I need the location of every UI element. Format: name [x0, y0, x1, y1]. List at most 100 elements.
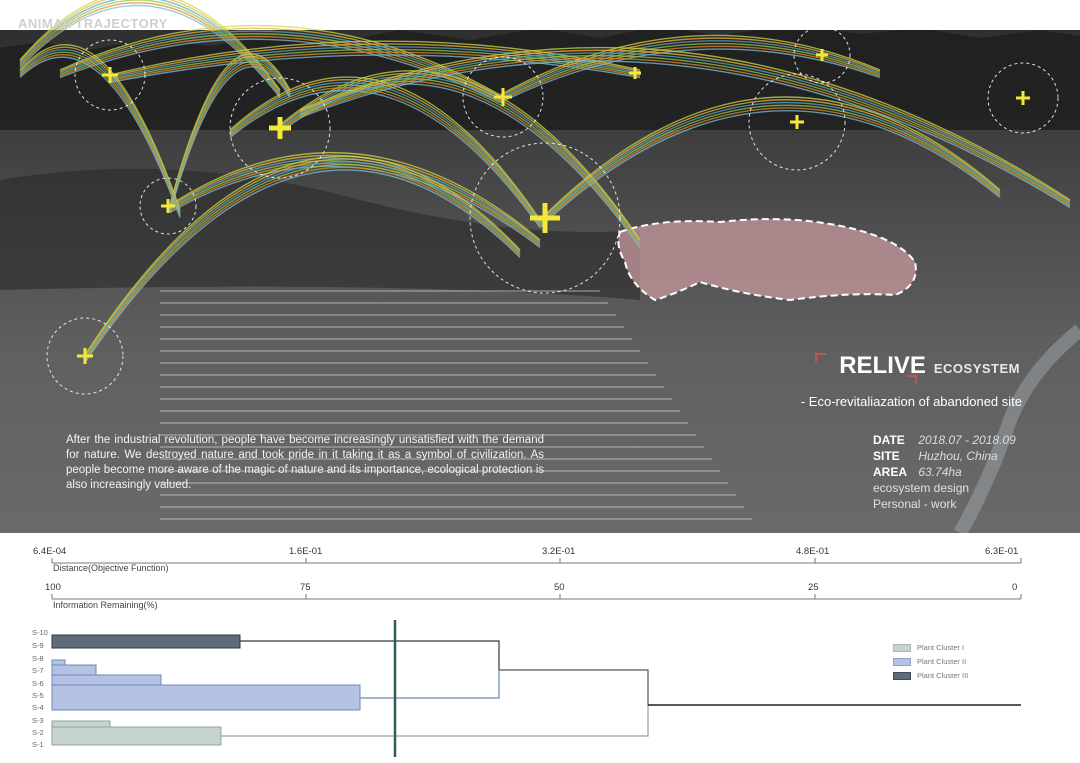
scan-stripe [160, 506, 744, 508]
leaf-label: S-10 [32, 628, 48, 637]
leaf-label: S-8 [32, 654, 44, 663]
meta-site-value: Huzhou, China [918, 449, 998, 463]
trajectory-arc [299, 49, 1071, 203]
scan-stripe [160, 482, 728, 484]
habitat-ring [469, 142, 621, 294]
trajectory-arc [499, 34, 881, 96]
trajectory-arc [84, 169, 521, 363]
project-meta: DATE 2018.07 - 2018.09 SITE Huzhou, Chin… [873, 432, 1016, 512]
scan-stripe [160, 386, 664, 388]
habitat-cross-icon [77, 348, 93, 364]
habitat-cross-icon [269, 117, 291, 139]
legend-label: Plant Cluster III [917, 671, 969, 680]
brand-name: RELIVE [839, 352, 926, 379]
trajectory-arc [299, 54, 1071, 206]
habitat-cross-icon [1016, 91, 1030, 105]
leaf-label: S-3 [32, 716, 44, 725]
legend-cluster-1: Plant Cluster I [893, 643, 965, 653]
trajectory-arc [299, 57, 1071, 207]
scan-stripe [160, 338, 632, 340]
meta-date-label: DATE [873, 433, 905, 447]
scan-stripe [160, 518, 752, 520]
trajectory-arc [19, 56, 181, 218]
leaf-label: S-6 [32, 679, 44, 688]
meta-date: DATE 2018.07 - 2018.09 [873, 432, 1016, 448]
trajectory-arc [19, 43, 181, 211]
distance-tick: 4.8E-01 [796, 546, 830, 557]
meta-site-label: SITE [873, 449, 900, 463]
trajectory-arc [169, 151, 541, 241]
scan-stripe [160, 434, 696, 436]
scan-stripe [160, 494, 736, 496]
habitat-ring [748, 73, 846, 171]
habitat-cross-icon [816, 49, 828, 61]
habitat-ring [139, 177, 197, 235]
distance-tick: 6.3E-01 [985, 546, 1019, 557]
scan-stripe [160, 314, 616, 316]
habitat-ring [987, 62, 1059, 134]
hero-map: ANIMAL TRAJECTORY RELIVE ECOSYSTEM - Eco-… [0, 0, 1080, 533]
scan-stripe [160, 422, 688, 424]
trajectory-arc [539, 101, 1001, 224]
distance-tick: 3.2E-01 [542, 546, 576, 557]
meta-area-value: 63.74ha [918, 465, 962, 479]
scan-stripe [160, 470, 720, 472]
info-tick: 75 [300, 582, 311, 593]
trajectory-arc [539, 110, 1001, 229]
leaf-label: S-9 [32, 641, 44, 650]
trajectory-arc [19, 51, 181, 215]
habitat-cross-icon [790, 115, 804, 129]
trajectory-arc [499, 45, 881, 102]
trajectory-arc [299, 46, 1071, 201]
trajectory-arc [229, 84, 541, 225]
scan-stripe [160, 362, 648, 364]
habitat-cross-icon [629, 67, 641, 79]
trajectory-arc [84, 158, 521, 357]
brand-accent [906, 375, 917, 384]
legend-label: Plant Cluster I [917, 643, 965, 652]
info-tick: 100 [45, 582, 61, 593]
habitat-ring [793, 26, 851, 84]
habitat-cross-icon [530, 203, 560, 233]
ridge-shadow [0, 168, 640, 300]
habitat-ring [462, 56, 544, 138]
brand-suffix: ECOSYSTEM [933, 361, 1020, 376]
habitat-ring [74, 39, 146, 111]
trajectory-arc [229, 76, 541, 221]
intro-text: After the industrial revolution, people … [66, 434, 544, 491]
legend-swatch [893, 658, 911, 667]
legend-cluster-2: Plant Cluster II [893, 657, 966, 667]
meta-area: AREA 63.74ha [873, 464, 1016, 480]
trajectory-arc [19, 0, 281, 91]
trajectory-arc [19, 49, 181, 214]
habitat-ring [229, 77, 331, 179]
scan-stripe [160, 458, 712, 460]
brand-accent [815, 353, 826, 362]
trajectory-arc [229, 87, 541, 227]
scan-stripe [160, 398, 672, 400]
meta-line2: Personal - work [873, 497, 957, 511]
trajectory-arc [499, 37, 881, 98]
trajectory-arc [84, 161, 521, 359]
trajectory-arc [539, 99, 1001, 222]
distance-axis-label: Distance(Objective Function) [53, 563, 169, 573]
scan-stripe [160, 446, 704, 448]
distance-tick: 6.4E-04 [33, 546, 67, 557]
meta-line1: ecosystem design [873, 481, 970, 495]
trajectory-arc [539, 107, 1001, 227]
scan-stripe [160, 326, 624, 328]
trajectory-map-graphic [0, 0, 1080, 533]
scan-stripe [160, 350, 640, 352]
link-line [360, 670, 500, 699]
trajectory-arc [539, 104, 1001, 226]
brand-title: RELIVE ECOSYSTEM [839, 352, 1020, 380]
link-line [221, 705, 649, 737]
link-line [499, 669, 649, 705]
trajectory-arc [84, 155, 521, 356]
info-tick: 0 [1012, 582, 1018, 593]
trajectory-arc [59, 38, 501, 104]
river [953, 324, 1080, 533]
habitat-cross-icon [161, 199, 175, 213]
legend-swatch [893, 644, 911, 653]
trajectory-arc [84, 163, 521, 360]
